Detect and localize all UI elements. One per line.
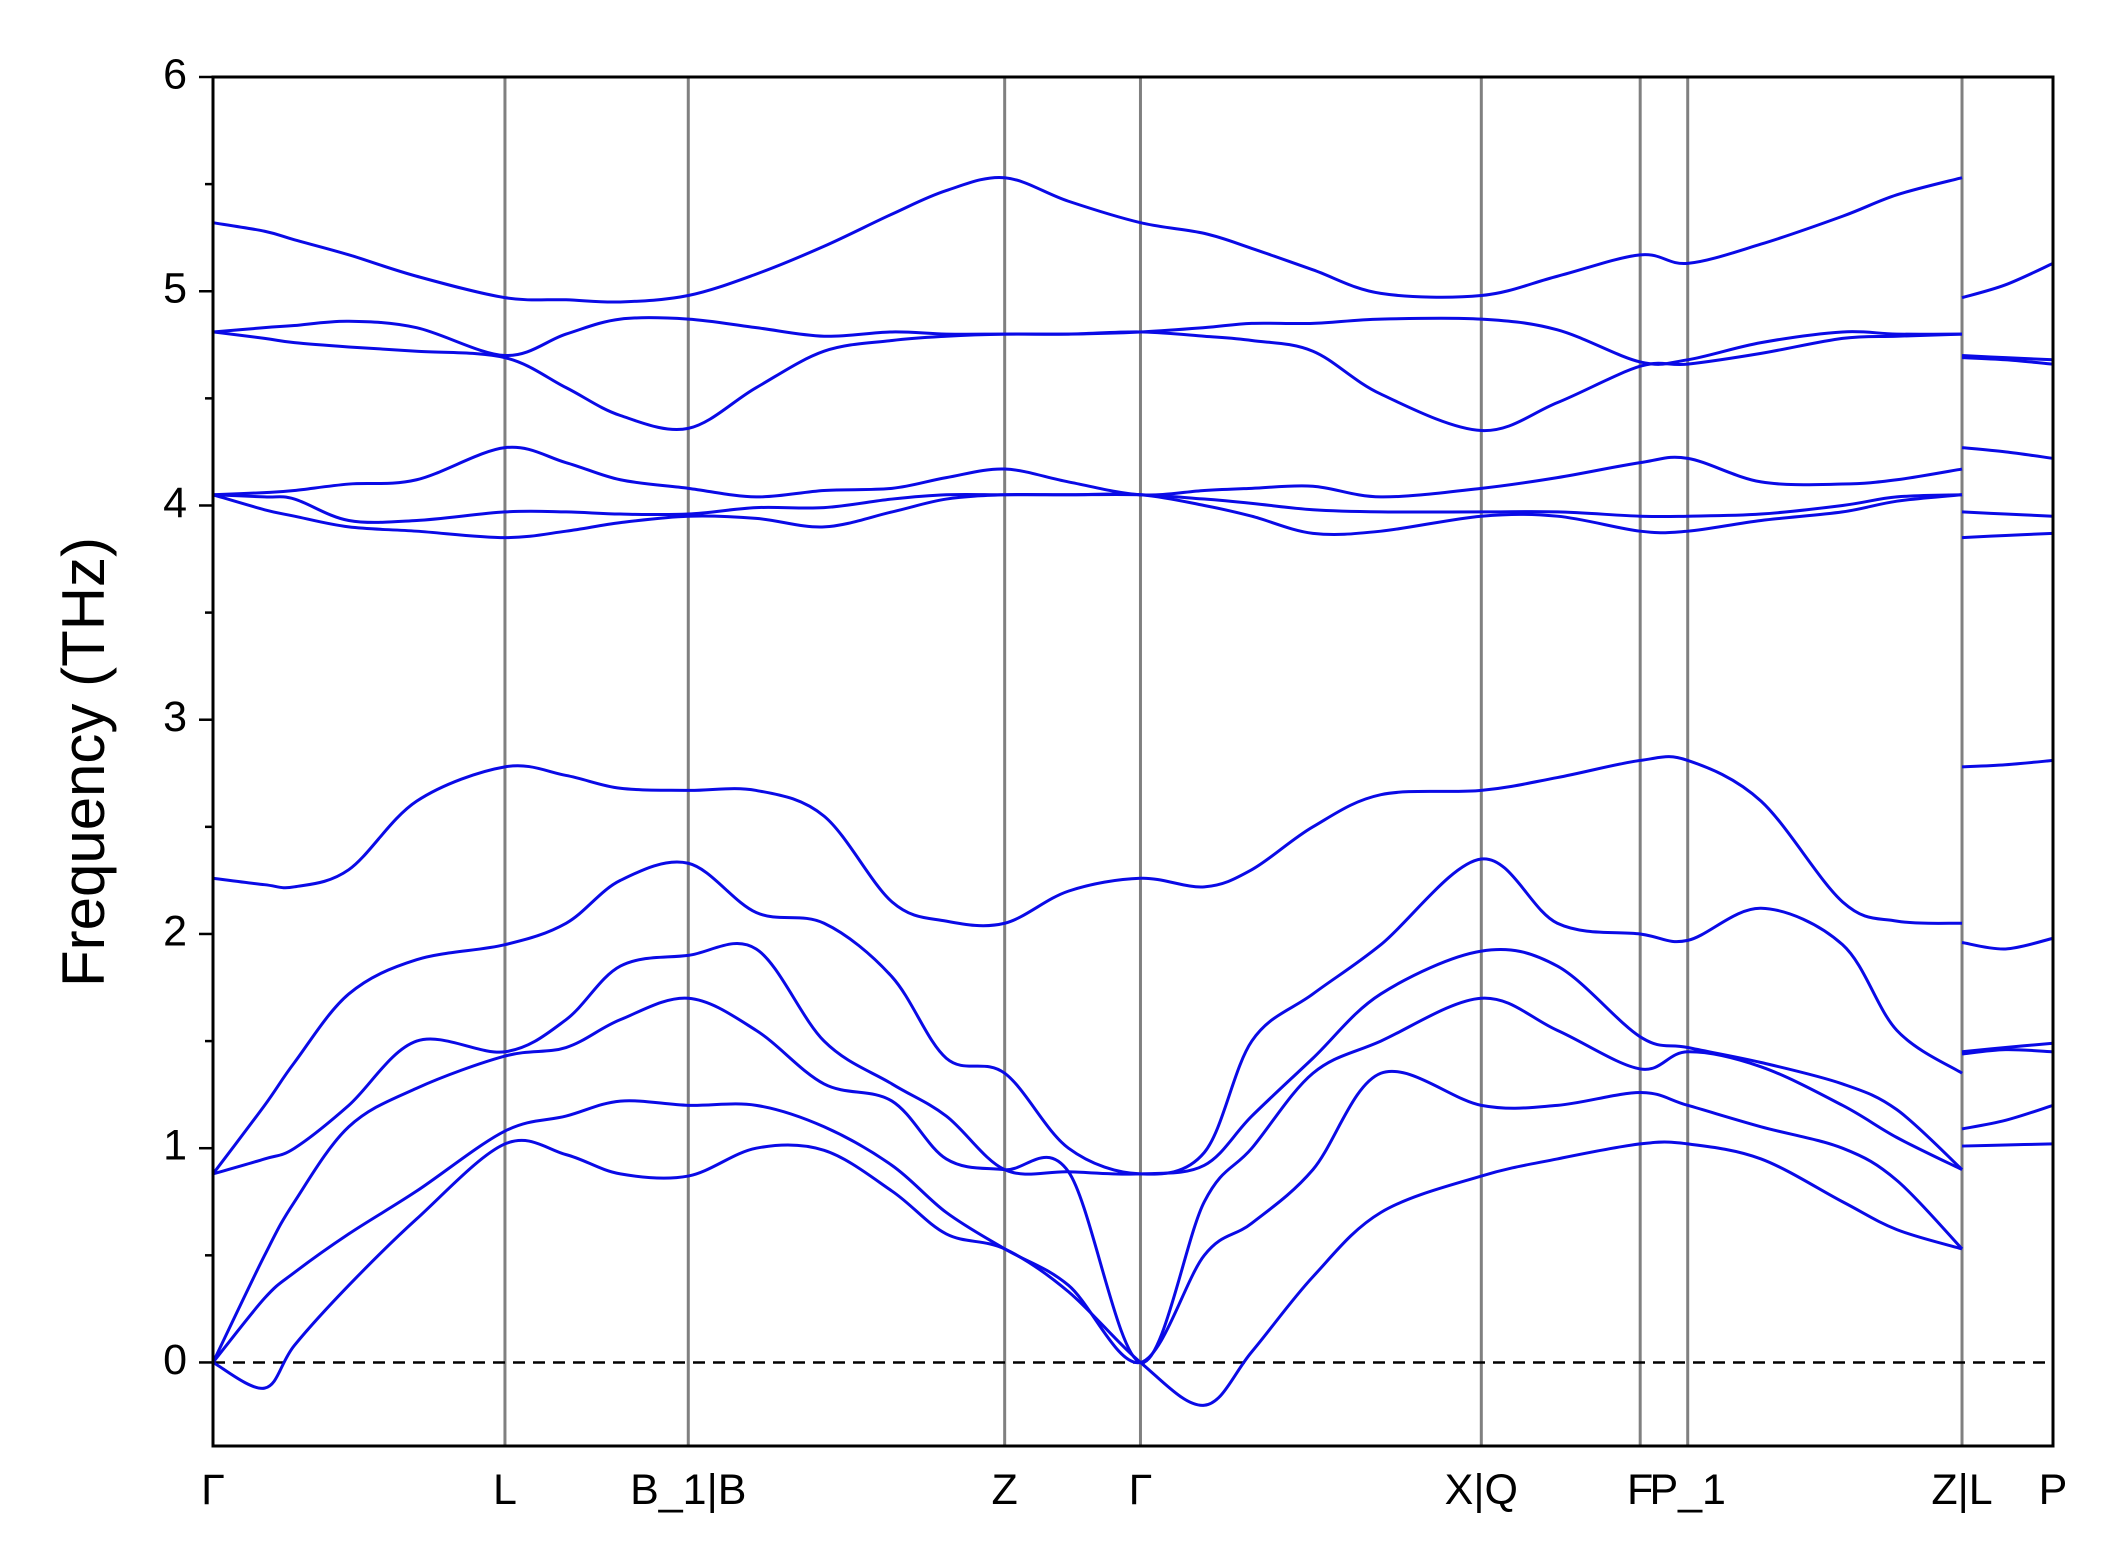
band-line (212, 755, 2054, 928)
x-tick-label: Z (992, 1466, 1018, 1514)
y-axis-label: Frequency (THz) (50, 537, 117, 987)
band-line (212, 175, 2054, 304)
band-line (212, 492, 2054, 540)
band-line (212, 316, 2054, 366)
band-line (211, 1069, 2054, 1364)
x-tick-label: B_1|B (630, 1466, 746, 1514)
band-line (212, 1138, 2054, 1407)
y-tick-label: 0 (163, 1336, 187, 1384)
y-tick-label: 3 (163, 693, 187, 741)
x-tick-label: Z|L (1931, 1466, 1992, 1514)
x-tick-label: Γ (1129, 1466, 1153, 1514)
y-tick-label: 2 (163, 907, 187, 955)
band-line (211, 857, 2054, 1176)
band-line (212, 942, 2054, 1176)
y-tick-label: 5 (163, 265, 187, 313)
plot-frame (211, 75, 2055, 1448)
band-line (211, 996, 2054, 1364)
y-tick-label: 6 (163, 50, 187, 98)
y-tick-label: 4 (163, 479, 187, 527)
x-tick-label: P_1 (1649, 1466, 1726, 1514)
band-line (212, 445, 2054, 499)
x-tick-label: P (2039, 1466, 2068, 1514)
x-tick-label: X|Q (1445, 1466, 1518, 1514)
band-line (212, 492, 2054, 524)
band-line (212, 330, 2054, 433)
y-tick-label: 1 (163, 1122, 187, 1170)
x-tick-label: L (493, 1466, 517, 1514)
x-tick-label: F (1627, 1466, 1653, 1514)
x-tick-label: Γ (201, 1466, 225, 1514)
